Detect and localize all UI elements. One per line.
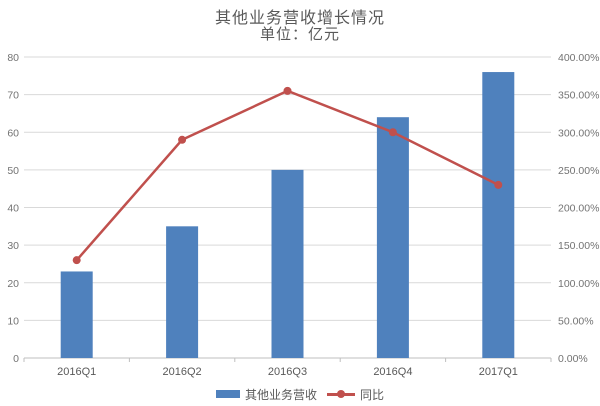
left-axis-tick-label: 60 [7,127,19,139]
revenue-bar [482,72,515,359]
legend: 其他业务营收 同比 [0,386,600,402]
category-label: 2017Q1 [479,366,518,378]
category-label: 2016Q4 [373,366,412,378]
left-axis-tick-label: 80 [7,52,19,64]
left-axis-tick-label: 50 [7,165,19,177]
right-axis-tick-label: 100.00% [558,278,599,290]
left-axis-tick-label: 20 [7,278,19,290]
legend-item-revenue: 其他业务营收 [215,386,317,403]
category-label: 2016Q1 [57,366,96,378]
right-axis-tick-label: 200.00% [558,203,599,215]
legend-yoy-label: 同比 [360,387,385,402]
yoy-line-marker [72,256,81,265]
right-axis-tick-label: 300.00% [558,127,599,139]
right-axis-tick-label: 250.00% [558,165,599,177]
left-axis-tick-label: 0 [13,353,19,365]
revenue-bar [376,117,409,358]
right-axis-tick-label: 350.00% [558,90,599,102]
left-axis-tick-label: 30 [7,240,19,252]
revenue-bar [271,169,304,358]
legend-item-yoy: 同比 [327,386,384,403]
category-label: 2016Q2 [163,366,202,378]
yoy-line-marker [494,180,503,189]
chart-subtitle: 单位：亿元 [259,26,340,43]
right-axis-tick-label: 400.00% [558,52,599,64]
left-axis-tick-label: 40 [7,203,19,215]
legend-revenue-label: 其他业务营收 [244,387,317,402]
category-label: 2016Q3 [268,366,307,378]
right-axis-tick-label: 0.00% [558,353,588,365]
left-axis-tick-label: 10 [7,315,19,327]
bar-series-swatch [215,390,240,398]
revenue-bar [166,226,199,358]
yoy-line-marker [283,86,292,95]
yoy-line-marker [178,135,187,144]
revenue-bar [60,271,93,358]
chart-title: 其他业务营收增长情况 [214,10,385,27]
line-series-swatch [327,390,355,398]
right-axis-tick-label: 150.00% [558,240,599,252]
right-axis-tick-label: 50.00% [558,315,594,327]
left-axis-tick-label: 70 [7,90,19,102]
yoy-line-marker [388,128,397,137]
line-series-dot [337,390,345,398]
